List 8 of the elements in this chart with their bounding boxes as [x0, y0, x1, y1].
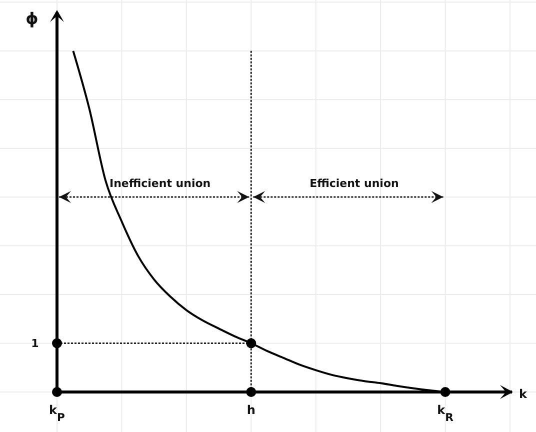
y-axis-title: ϕ: [26, 9, 38, 28]
x-axis-title: k: [519, 387, 528, 401]
annotation: Inefficient union: [109, 177, 211, 190]
x-tick-label: k$_{P}$: [49, 403, 66, 424]
annotation: Efficient union: [310, 177, 399, 190]
x-tick-label: h: [246, 403, 256, 417]
x-tick-label: k$_{R}$: [437, 403, 454, 424]
annotation: 1: [31, 337, 39, 350]
